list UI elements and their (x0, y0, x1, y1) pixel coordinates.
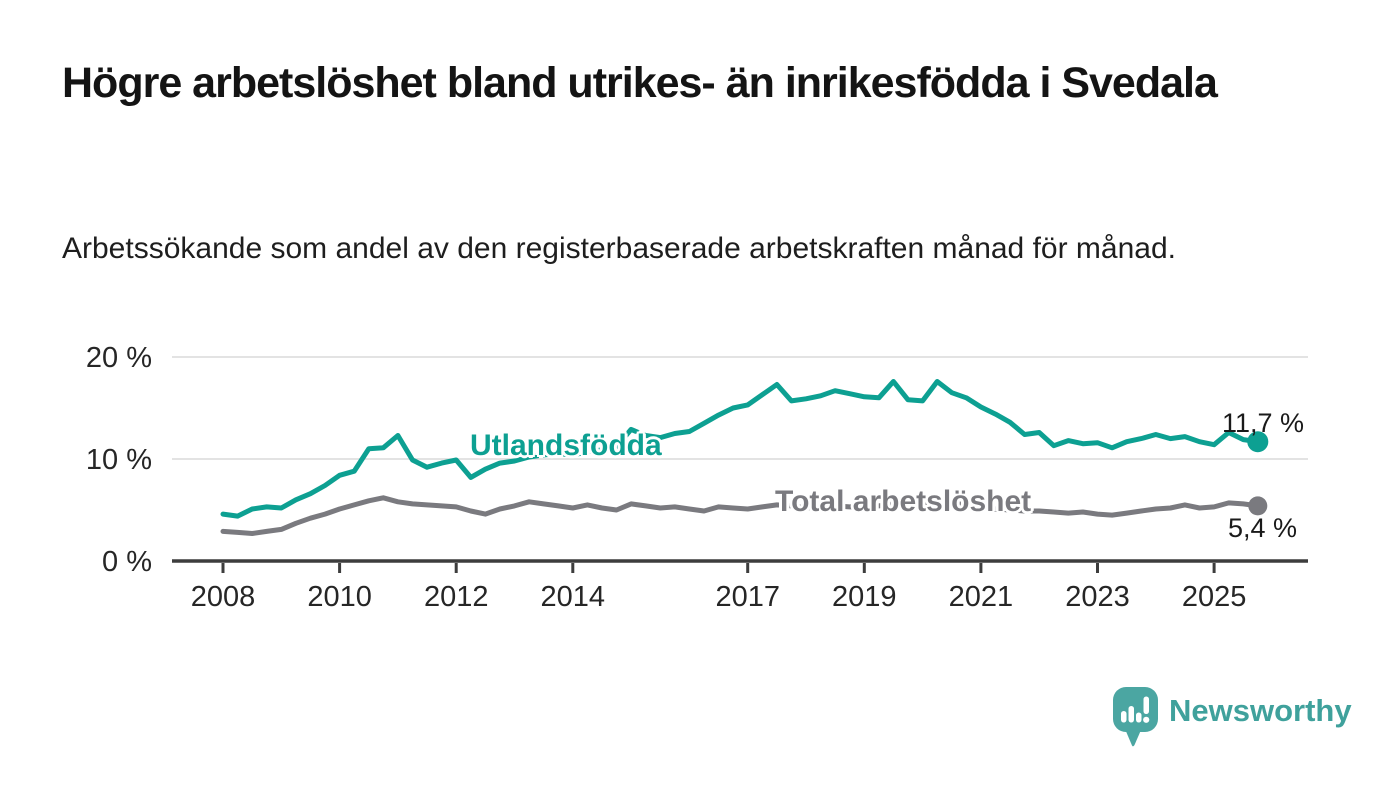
newsworthy-logo: Newsworthy (1112, 686, 1352, 748)
series-endpoint (1248, 496, 1268, 516)
x-tick-label: 2014 (541, 581, 606, 613)
y-tick-label: 0 % (102, 546, 152, 578)
series-line (220, 495, 1261, 536)
end-value-total-arbetsloshet: 5,4 % (1228, 513, 1298, 543)
series-label-total-arbetsloshet: Total arbetslöshet (775, 485, 1032, 518)
chart-title: Högre arbetslöshet bland utrikes- än inr… (62, 59, 1218, 107)
y-tick-label: 20 % (86, 342, 152, 374)
x-tick-label: 2019 (832, 581, 897, 613)
end-value-utlandsfodda: 11,7 % (1222, 408, 1305, 438)
x-tick-label: 2017 (715, 581, 780, 613)
x-tick-label: 2021 (949, 581, 1014, 613)
newsworthy-speech-bubble-bar-chart-icon (1113, 687, 1158, 747)
series-endpoint (1247, 431, 1269, 453)
x-tick-label: 2008 (191, 581, 256, 613)
x-tick-label: 2010 (307, 581, 372, 613)
series-line (220, 379, 1261, 519)
x-tick-label: 2023 (1065, 581, 1130, 613)
chart-subtitle: Arbetssökande som andel av den registerb… (62, 232, 1176, 265)
x-tick-label: 2012 (424, 581, 489, 613)
brand-name: Newsworthy (1169, 693, 1352, 728)
series-label-utlandsfodda: Utlandsfödda (470, 429, 662, 462)
y-tick-label: 10 % (86, 444, 152, 476)
x-tick-label: 2025 (1182, 581, 1247, 613)
